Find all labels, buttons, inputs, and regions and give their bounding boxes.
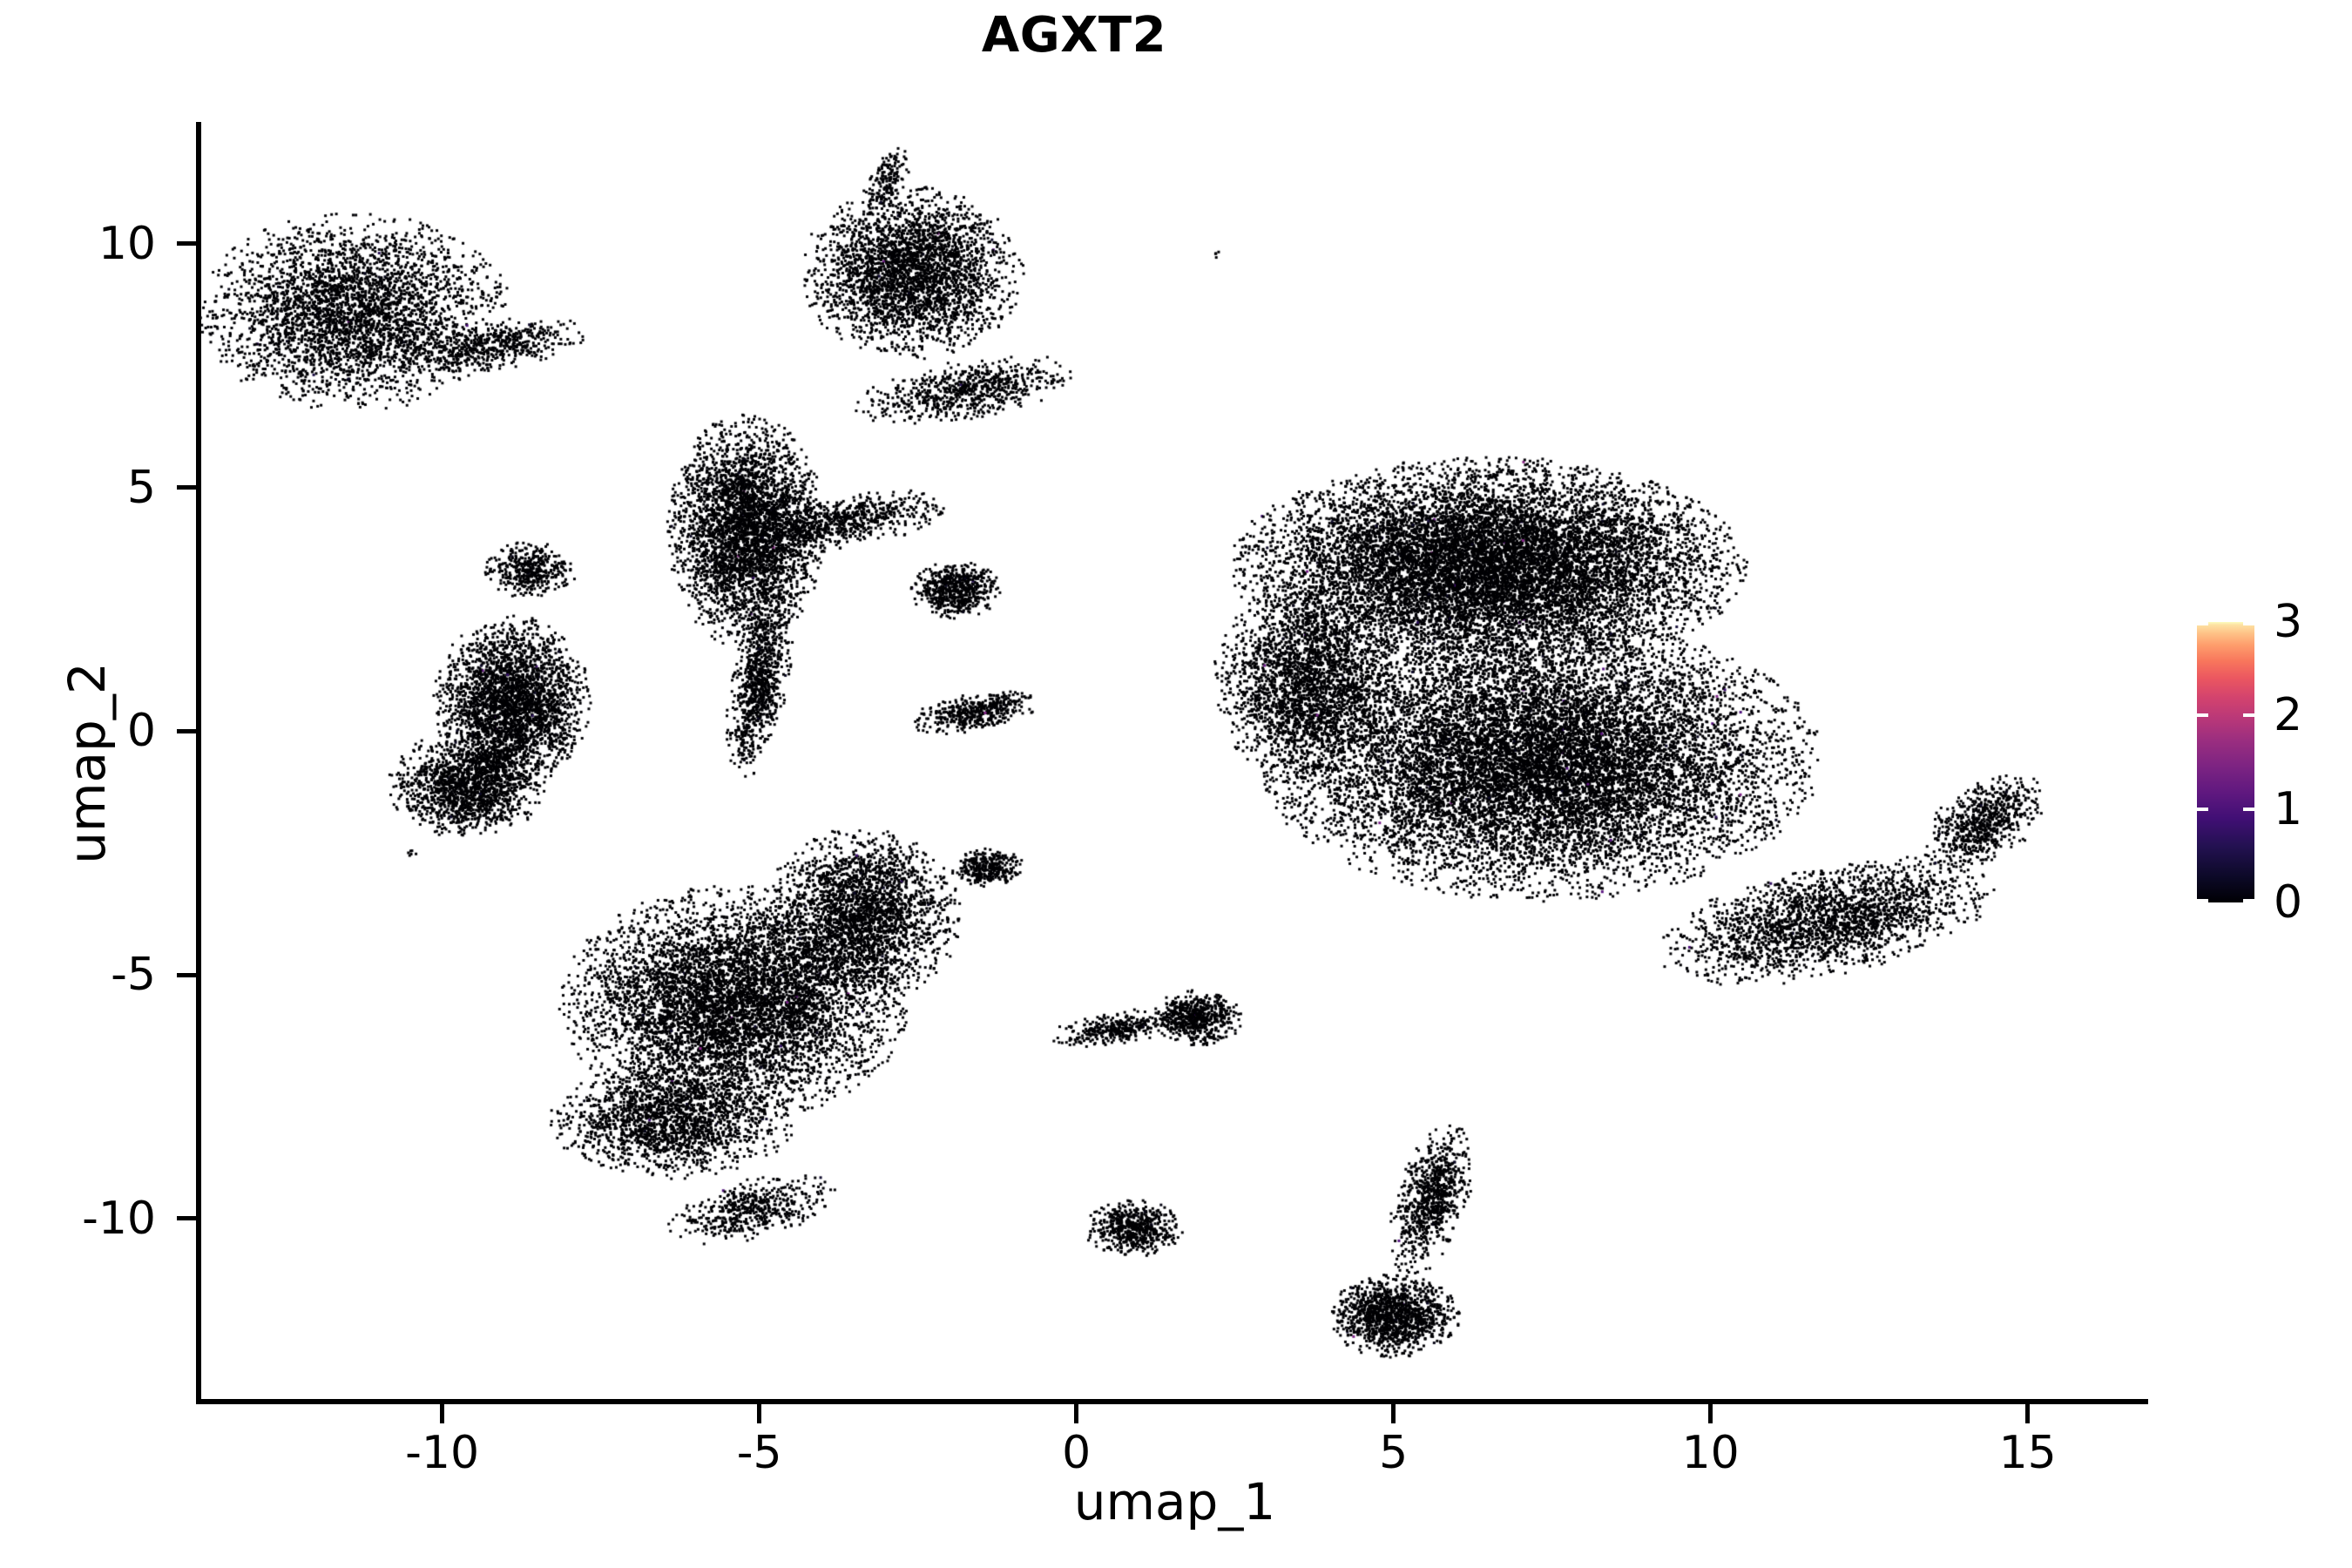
page-title: AGXT2 (981, 7, 1167, 64)
y-axis-spine (196, 122, 201, 1404)
colorbar-tick-mark (2197, 622, 2208, 625)
colorbar-tick-label: 2 (2274, 689, 2303, 742)
plot-axes-area: -10 -5 0 5 10 15 10 5 0 -5 -10 (82, 122, 2148, 1476)
x-tick-mark (1708, 1404, 1713, 1423)
scatter-plot-canvas (201, 122, 2148, 1399)
x-axis-label: umap_1 (1073, 1472, 1276, 1531)
y-tick-mark (177, 241, 196, 247)
colorbar-tick-mark (2197, 899, 2208, 902)
x-tick-mark (1074, 1404, 1079, 1423)
x-tick-label: 0 (1062, 1427, 1092, 1479)
colorbar-tick-label: 3 (2274, 596, 2303, 648)
y-tick-mark (177, 485, 196, 490)
x-tick-label: -10 (405, 1427, 480, 1479)
colorbar-tick-label: 1 (2274, 782, 2303, 835)
x-tick-mark (1391, 1404, 1396, 1423)
colorbar-gradient (2197, 622, 2254, 902)
y-tick-label: -10 (82, 1192, 156, 1245)
colorbar-tick-mark (2197, 713, 2208, 718)
x-tick-mark (440, 1404, 445, 1423)
colorbar-tick-label: 0 (2274, 876, 2303, 929)
colorbar-tick-mark (2243, 713, 2254, 718)
x-tick-mark (2025, 1404, 2031, 1423)
y-tick-label: 10 (98, 217, 156, 270)
y-tick-label: 0 (126, 705, 156, 758)
colorbar-tick-mark (2243, 807, 2254, 811)
y-tick-label: 5 (126, 461, 156, 514)
x-tick-label: 10 (1681, 1427, 1740, 1479)
y-tick-mark (177, 972, 196, 977)
colorbar-tick-mark (2243, 622, 2254, 625)
y-tick-label: -5 (111, 949, 156, 1002)
colorbar-tick-mark (2243, 899, 2254, 902)
y-tick-mark (177, 728, 196, 733)
y-tick-mark (177, 1216, 196, 1221)
x-tick-mark (757, 1404, 762, 1423)
x-tick-label: 5 (1379, 1427, 1409, 1479)
x-tick-label: 15 (1998, 1427, 2057, 1479)
y-axis-label: umap_2 (57, 662, 117, 864)
colorbar-tick-mark (2197, 807, 2208, 811)
x-tick-label: -5 (736, 1427, 782, 1479)
x-axis-spine (196, 1399, 2148, 1404)
